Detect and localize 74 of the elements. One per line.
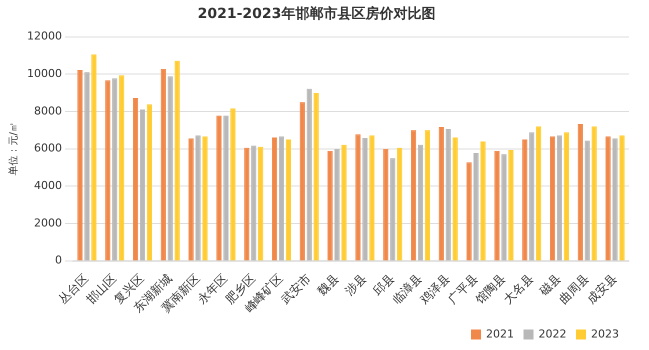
bar [160,68,166,260]
bar [612,138,618,260]
bar [168,76,173,260]
bar [91,54,96,260]
bar [77,70,83,260]
bar [508,150,514,260]
bar [230,108,236,260]
bar [119,75,124,260]
bar [529,132,534,260]
bar [132,98,138,260]
bar [328,150,333,260]
bar [501,154,507,260]
y-tick-label: 12000 [26,30,62,43]
y-tick-label: 2000 [34,216,62,230]
bar [564,132,570,260]
bar [223,116,228,260]
bar [446,129,451,260]
bar [390,158,396,260]
bar [584,140,590,260]
bar [473,152,479,260]
bar [140,109,146,260]
legend-label: 2023 [591,327,620,340]
bar [188,138,194,260]
bar [522,140,528,260]
bar [244,148,250,260]
legend-label: 2021 [486,327,514,340]
bar [606,136,611,260]
bar [410,130,416,260]
bar [556,135,562,260]
bar [105,80,110,260]
bar [258,146,264,260]
bar [452,137,458,260]
bar [355,134,361,260]
bar [550,136,556,260]
y-axis-title: 单位：元/㎡ [8,122,20,176]
bar [418,144,424,260]
bar [84,72,90,260]
bar [202,136,208,260]
bar [369,135,374,260]
bar [578,124,583,260]
bar [334,148,340,260]
bar [300,102,305,260]
y-tick-label: 8000 [34,104,62,118]
bar [272,137,278,260]
y-tick-label: 0 [54,254,62,267]
x-tick-label: 魏县 [314,271,342,298]
bar [112,78,118,260]
bar [251,146,256,260]
bar [438,126,444,260]
chart-title: 2021-2023年邯郸市县区房价对比图 [198,5,436,22]
bar [494,150,500,260]
x-tick-label: 涉县 [342,271,370,298]
legend-label: 2022 [538,327,567,340]
bar [383,148,388,260]
bar [286,140,292,260]
bar [424,130,430,260]
bar [536,126,542,260]
bar [306,88,312,260]
bar [146,104,152,260]
bar [195,135,201,260]
bar [216,116,222,260]
bar [278,136,284,260]
bar [592,126,597,260]
bar [314,92,319,260]
y-tick-label: 6000 [34,142,62,155]
bar [341,144,347,260]
bar [174,60,180,260]
bar [397,148,402,260]
bar [480,142,486,260]
y-tick-label: 4000 [34,179,62,192]
bar [362,138,368,260]
bar [619,135,625,260]
y-tick-label: 10000 [26,67,62,80]
bar [466,162,472,260]
